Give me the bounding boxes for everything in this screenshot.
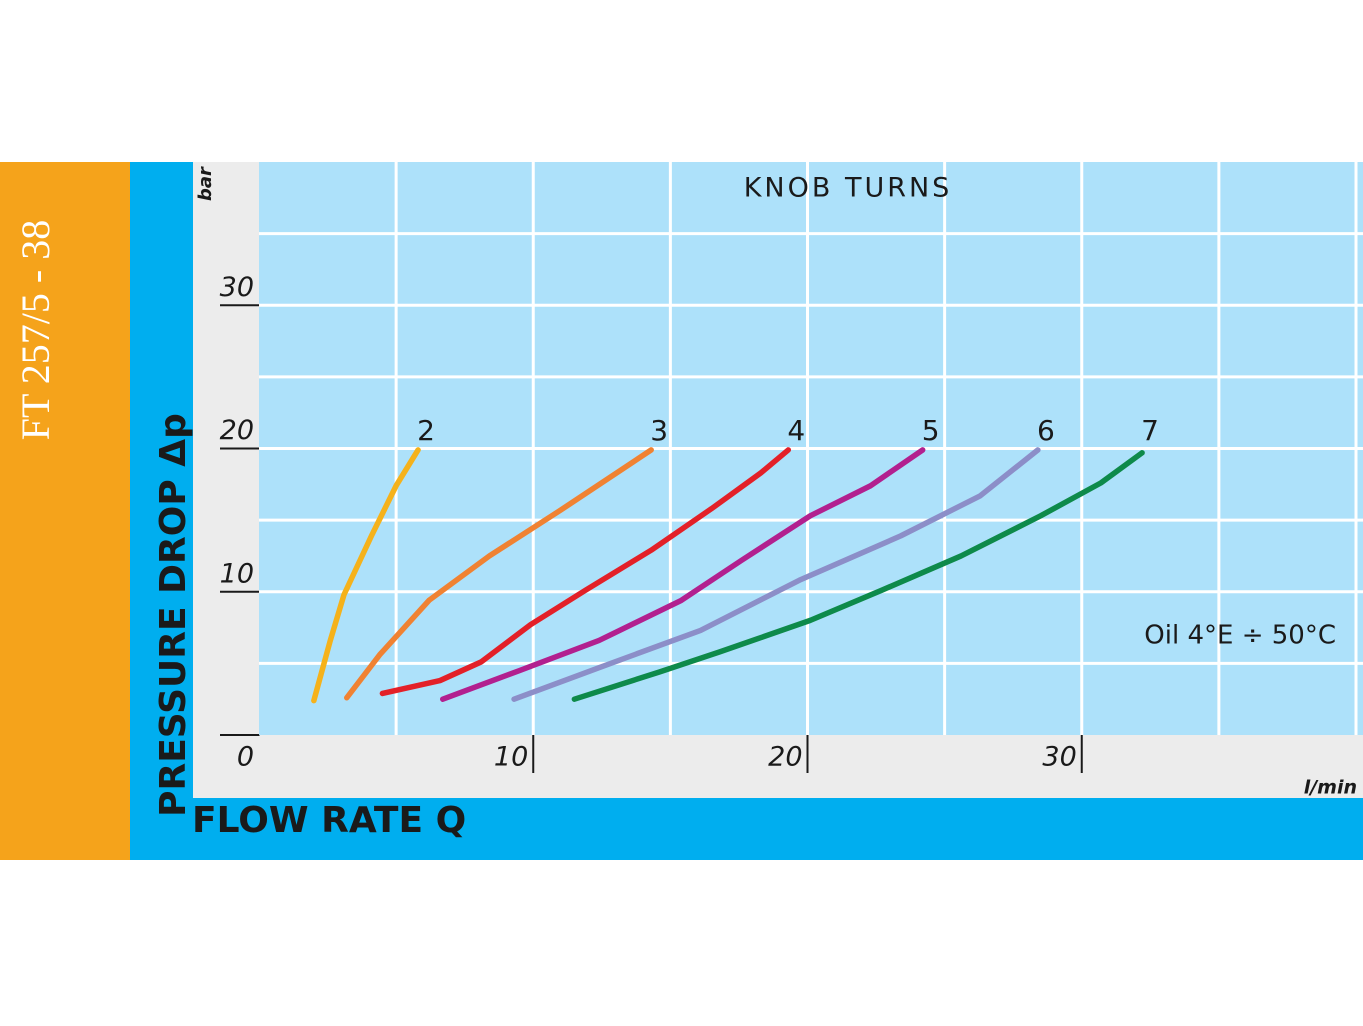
series-label: 7 [1141, 414, 1159, 447]
x-tick-label: 10 [494, 742, 528, 773]
series-line [511, 447, 1041, 702]
series-label: 2 [417, 414, 435, 447]
y-tick-label: 20 [220, 415, 254, 446]
series-label: 3 [650, 414, 668, 447]
side-title: FT 257/5 - 38 [13, 220, 58, 440]
series-line [571, 450, 1145, 702]
series-line [439, 447, 926, 702]
x-tick-label: 0 [237, 742, 254, 773]
series-line [344, 447, 654, 701]
y-unit: bar [195, 166, 216, 201]
series-label: 4 [787, 414, 805, 447]
side-band [0, 162, 130, 860]
series-label: 6 [1037, 414, 1055, 447]
x-tick-label: 20 [768, 742, 802, 773]
y-tick-label: 30 [220, 272, 254, 303]
series-label: 5 [922, 414, 940, 447]
chart-title: KNOB TURNS [744, 173, 953, 204]
series-line [311, 447, 421, 704]
x-axis-label: FLOW RATE Q [192, 800, 466, 841]
y-tick-label: 10 [220, 558, 254, 589]
annotation: Oil 4°E ÷ 50°C [1144, 621, 1336, 651]
x-unit: l/min [1304, 777, 1357, 799]
y-axis-label: PRESSURE DROP Δp [153, 413, 194, 817]
series-line [379, 447, 792, 697]
x-tick-label: 30 [1042, 742, 1076, 773]
